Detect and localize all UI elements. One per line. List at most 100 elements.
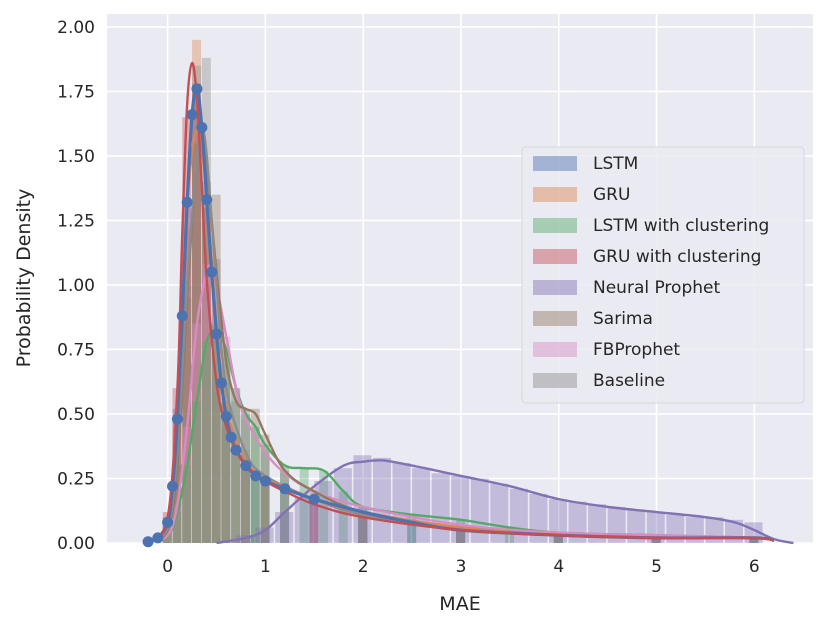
hist-bar-gru-with-clustering (456, 530, 466, 543)
hist-bar-fbprophet (172, 504, 182, 543)
hist-bar-gru-with-clustering (749, 537, 759, 543)
hist-bar-lstm-with-clustering (240, 413, 250, 543)
hist-bar-lstm (260, 478, 270, 543)
x-axis-ticks: 0 1 2 3 4 5 6 (162, 557, 760, 577)
legend-swatch-gru (533, 187, 577, 202)
kde-line-gru-with-clustering (147, 61, 775, 543)
legend-swatch-lstm (533, 156, 577, 171)
y-tick: 1.50 (57, 147, 95, 167)
hist-bar-neural-prophet (431, 473, 450, 543)
hist-bar-lstm (182, 207, 192, 543)
hist-bar-sarima (211, 194, 221, 543)
hist-bar-baseline (172, 452, 182, 543)
hist-bar-lstm-with-clustering (192, 401, 202, 543)
marker-lstm (206, 266, 218, 278)
hist-bar-fbprophet (162, 535, 172, 543)
legend: LSTM GRU LSTM with clustering GRU with clus… (521, 146, 805, 404)
x-tick: 2 (358, 557, 369, 577)
hist-bar-lstm-with-clustering (407, 514, 417, 543)
hist-bar-fbprophet (260, 452, 270, 543)
hist-bar-gru (749, 537, 759, 543)
hist-bar-lstm-with-clustering (211, 326, 221, 543)
y-tick-label: 1.00 (57, 276, 95, 296)
hist-bar-gru-with-clustering (260, 481, 270, 543)
x-tick-label: 2 (358, 557, 369, 577)
hist-bar-gru (221, 401, 231, 543)
hist-bar-lstm-with-clustering (749, 537, 759, 543)
hist-bar-lstm (231, 439, 241, 543)
hist-bar-neural-prophet (294, 496, 313, 543)
legend-label-lstm-with-clustering: LSTM with clustering (593, 216, 769, 236)
y-tick: 0.00 (57, 534, 95, 554)
marker-lstm (191, 83, 203, 95)
y-tick-label: 1.50 (57, 147, 95, 167)
hist-bar-sarima (651, 537, 661, 543)
hist-bar-lstm-with-clustering (182, 465, 192, 543)
marker-lstm (220, 411, 232, 423)
x-tick: 5 (651, 557, 662, 577)
x-tick-label: 6 (749, 557, 760, 577)
hist-bar-gru-with-clustering (358, 517, 368, 543)
hist-bar-fbprophet (553, 532, 563, 543)
hist-bar-lstm (280, 486, 290, 543)
hist-bar-fbprophet (280, 473, 290, 543)
marker-lstm (162, 516, 174, 528)
hist-bar-sarima (749, 537, 759, 543)
hist-bar-sarima (221, 357, 231, 543)
x-tick-label: 4 (553, 557, 564, 577)
hist-bar-baseline (211, 259, 221, 543)
hist-bar-fbprophet (211, 284, 221, 543)
marker-lstm (240, 460, 252, 472)
marker-lstm (196, 122, 208, 134)
hist-bar-gru-with-clustering (651, 537, 661, 543)
y-tick: 2.00 (57, 18, 95, 38)
legend-box (521, 146, 805, 404)
marker-lstm (152, 532, 164, 544)
hist-bar-baseline (260, 475, 270, 543)
hist-bar-sarima (240, 408, 250, 543)
kde-line-neural-prophet (216, 459, 794, 545)
hist-bar-fbprophet (221, 336, 231, 543)
hist-bar-fbprophet (240, 419, 250, 543)
hist-bar-sarima (260, 434, 270, 543)
hist-bar-neural-prophet (372, 457, 391, 543)
hist-bar-gru (231, 434, 241, 543)
hist-bar-gru (553, 535, 563, 543)
legend-swatch-baseline (533, 373, 577, 388)
hist-bar-lstm-with-clustering (201, 341, 211, 543)
x-tick: 0 (162, 557, 173, 577)
hist-bar-lstm-with-clustering (250, 426, 260, 543)
marker-lstm (279, 483, 291, 495)
x-tick-label: 0 (162, 557, 173, 577)
hist-bar-neural-prophet (451, 475, 470, 543)
hist-bar-sarima (358, 512, 368, 543)
marker-lstm (308, 493, 320, 505)
hist-bar-baseline (358, 514, 368, 543)
hist-bar-lstm (250, 470, 260, 543)
x-tick: 6 (749, 557, 760, 577)
hist-bar-gru (309, 499, 319, 543)
hist-bar-sarima (192, 143, 202, 543)
hist-bar-neural-prophet (275, 512, 294, 543)
legend-swatch-lstm-with-clustering (533, 218, 577, 233)
hist-bar-lstm (407, 522, 417, 543)
legend-label-neural-prophet: Neural Prophet (593, 278, 720, 298)
hist-bar-baseline (201, 57, 211, 544)
hist-bar-baseline (456, 527, 466, 543)
hist-bar-gru-with-clustering (553, 535, 563, 543)
hist-bar-lstm (749, 537, 759, 543)
hist-bar-lstm-with-clustering (221, 349, 231, 543)
marker-lstm (176, 310, 188, 322)
hist-bar-baseline (651, 537, 661, 543)
y-tick: 1.25 (57, 211, 95, 231)
hist-bar-lstm-with-clustering (299, 468, 309, 543)
y-tick-label: 1.25 (57, 211, 95, 231)
hist-bar-neural-prophet (412, 468, 431, 543)
legend-swatch-fbprophet (533, 342, 577, 357)
y-tick-label: 0.75 (57, 340, 95, 360)
marker-lstm (215, 377, 227, 389)
marker-lstm (259, 475, 271, 487)
hist-bar-sarima (553, 535, 563, 543)
legend-label-fbprophet: FBProphet (593, 340, 680, 360)
y-tick-label: 0.25 (57, 469, 95, 489)
